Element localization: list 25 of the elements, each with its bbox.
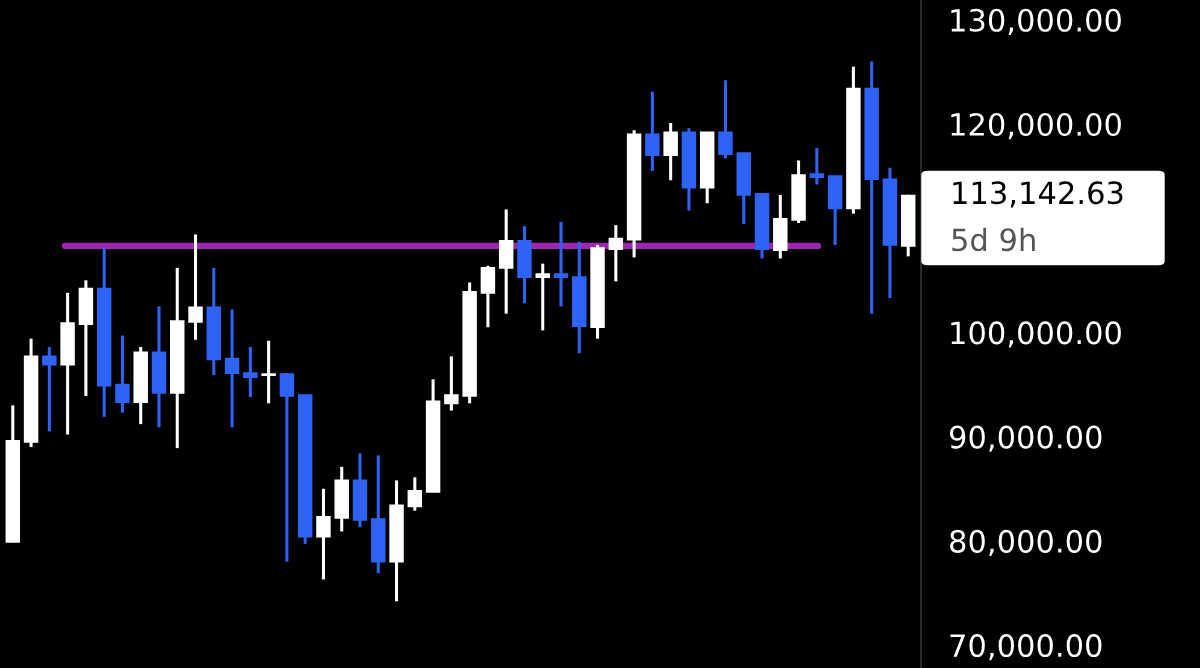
text: 113,142.63 [953,181,1123,208]
text: 5d 9h [952,227,1035,252]
candlestick [261,339,276,404]
candlestick [535,263,550,331]
candlestick [279,373,295,562]
y-tick-label: 100,000.00 [951,321,1121,348]
y-tick-label: 130,000.00 [951,8,1121,35]
candlestick [407,477,423,511]
candlestick [188,234,203,340]
y-tick-label: 80,000.00 [950,529,1102,557]
candlestick [42,347,57,432]
candlestick [444,356,459,411]
y-tick-label: 70,000.00 [950,634,1102,661]
candlestick [718,80,733,159]
y-tick-label: 120,000.00 [951,112,1121,140]
candlestick [608,225,624,282]
candlestick [243,347,258,399]
candlestick [115,335,130,413]
candlestick [553,221,569,307]
candlestick [316,488,331,580]
candlestick [663,122,678,181]
candlestick [809,147,825,185]
y-tick-label: 90,000.00 [949,425,1102,452]
candlestick [645,91,660,171]
candlestick [224,309,240,428]
